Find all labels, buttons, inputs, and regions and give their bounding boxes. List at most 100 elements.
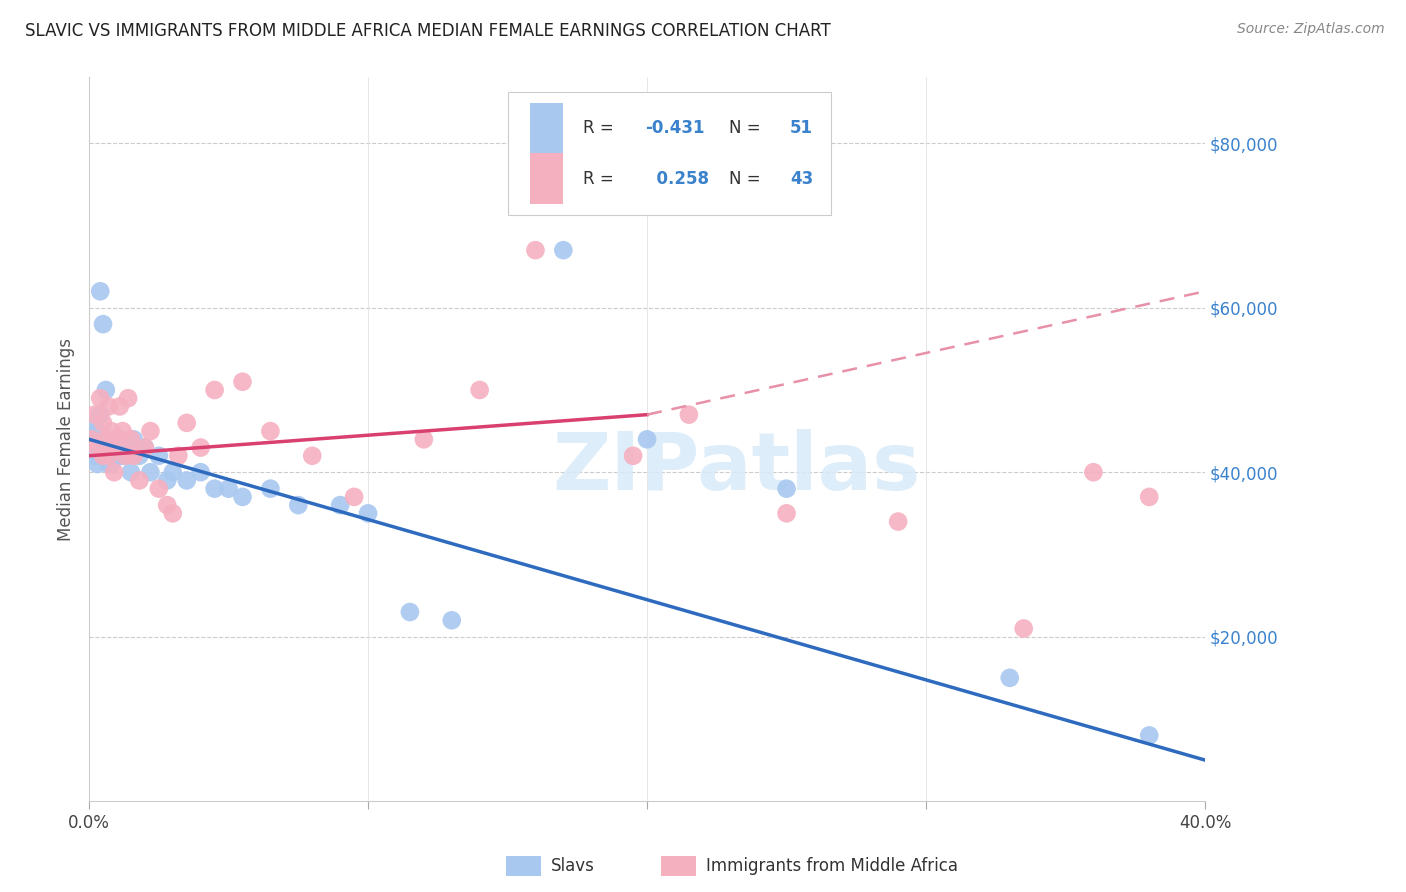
Point <box>148 482 170 496</box>
Point <box>553 243 575 257</box>
Point <box>100 457 122 471</box>
Point <box>80 433 103 447</box>
Point <box>231 375 253 389</box>
Point <box>357 506 380 520</box>
Point <box>120 433 142 447</box>
Point <box>775 482 797 496</box>
Point <box>148 449 170 463</box>
Point <box>510 186 533 200</box>
Point <box>231 490 253 504</box>
Point <box>122 433 145 447</box>
Point <box>91 416 114 430</box>
Point <box>97 457 120 471</box>
Point <box>176 416 198 430</box>
Text: N =: N = <box>728 120 765 137</box>
Bar <box>530 153 564 204</box>
Point <box>204 482 226 496</box>
Point <box>775 506 797 520</box>
Point <box>94 433 117 447</box>
Point <box>440 613 463 627</box>
Point <box>176 474 198 488</box>
Point <box>887 515 910 529</box>
Text: N =: N = <box>728 169 765 188</box>
Point <box>162 465 184 479</box>
Point <box>108 400 131 414</box>
Point <box>204 383 226 397</box>
Text: R =: R = <box>583 120 620 137</box>
Point <box>103 449 125 463</box>
Point <box>111 424 134 438</box>
Point <box>190 465 212 479</box>
Text: SLAVIC VS IMMIGRANTS FROM MIDDLE AFRICA MEDIAN FEMALE EARNINGS CORRELATION CHART: SLAVIC VS IMMIGRANTS FROM MIDDLE AFRICA … <box>25 22 831 40</box>
Point <box>86 457 108 471</box>
Point <box>83 416 105 430</box>
Point <box>94 383 117 397</box>
Point <box>83 433 105 447</box>
Point <box>678 408 700 422</box>
Point <box>108 433 131 447</box>
Point <box>120 465 142 479</box>
Point <box>139 465 162 479</box>
Point <box>1137 728 1160 742</box>
Point <box>103 433 125 447</box>
Point <box>97 433 120 447</box>
Point <box>114 441 136 455</box>
Text: R =: R = <box>583 169 620 188</box>
Point <box>89 441 111 455</box>
Point <box>621 449 644 463</box>
Text: 51: 51 <box>790 120 813 137</box>
Point <box>139 424 162 438</box>
Point <box>86 441 108 455</box>
Point <box>114 449 136 463</box>
Point <box>80 433 103 447</box>
Point <box>636 433 658 447</box>
Point <box>86 424 108 438</box>
Text: ZIPatlas: ZIPatlas <box>553 429 921 508</box>
Point <box>128 474 150 488</box>
Text: Immigrants from Middle Africa: Immigrants from Middle Africa <box>706 857 957 875</box>
Point <box>105 449 128 463</box>
Point <box>91 449 114 463</box>
Text: 43: 43 <box>790 169 813 188</box>
Point <box>94 441 117 455</box>
FancyBboxPatch shape <box>508 92 831 215</box>
Point <box>103 465 125 479</box>
Bar <box>530 103 564 153</box>
Y-axis label: Median Female Earnings: Median Female Earnings <box>58 338 75 541</box>
Point <box>83 408 105 422</box>
Point <box>97 449 120 463</box>
Point <box>399 605 422 619</box>
Point <box>111 449 134 463</box>
Text: Slavs: Slavs <box>551 857 595 875</box>
Point <box>468 383 491 397</box>
Point <box>524 243 547 257</box>
Point <box>156 474 179 488</box>
Point <box>91 317 114 331</box>
Point <box>89 408 111 422</box>
Point <box>156 498 179 512</box>
Point <box>1083 465 1105 479</box>
Text: Source: ZipAtlas.com: Source: ZipAtlas.com <box>1237 22 1385 37</box>
Point <box>100 441 122 455</box>
Point <box>1137 490 1160 504</box>
Point <box>122 449 145 463</box>
Point <box>89 285 111 299</box>
Point <box>97 400 120 414</box>
Point <box>91 441 114 455</box>
Point <box>1012 622 1035 636</box>
Point <box>412 433 434 447</box>
Point <box>287 498 309 512</box>
Point <box>86 441 108 455</box>
Point <box>218 482 240 496</box>
Point <box>259 424 281 438</box>
Point <box>134 441 156 455</box>
Point <box>998 671 1021 685</box>
Point <box>343 490 366 504</box>
Point <box>329 498 352 512</box>
Point <box>167 449 190 463</box>
Point <box>117 391 139 405</box>
Point <box>91 449 114 463</box>
Point <box>134 441 156 455</box>
Point <box>100 424 122 438</box>
Point <box>80 441 103 455</box>
